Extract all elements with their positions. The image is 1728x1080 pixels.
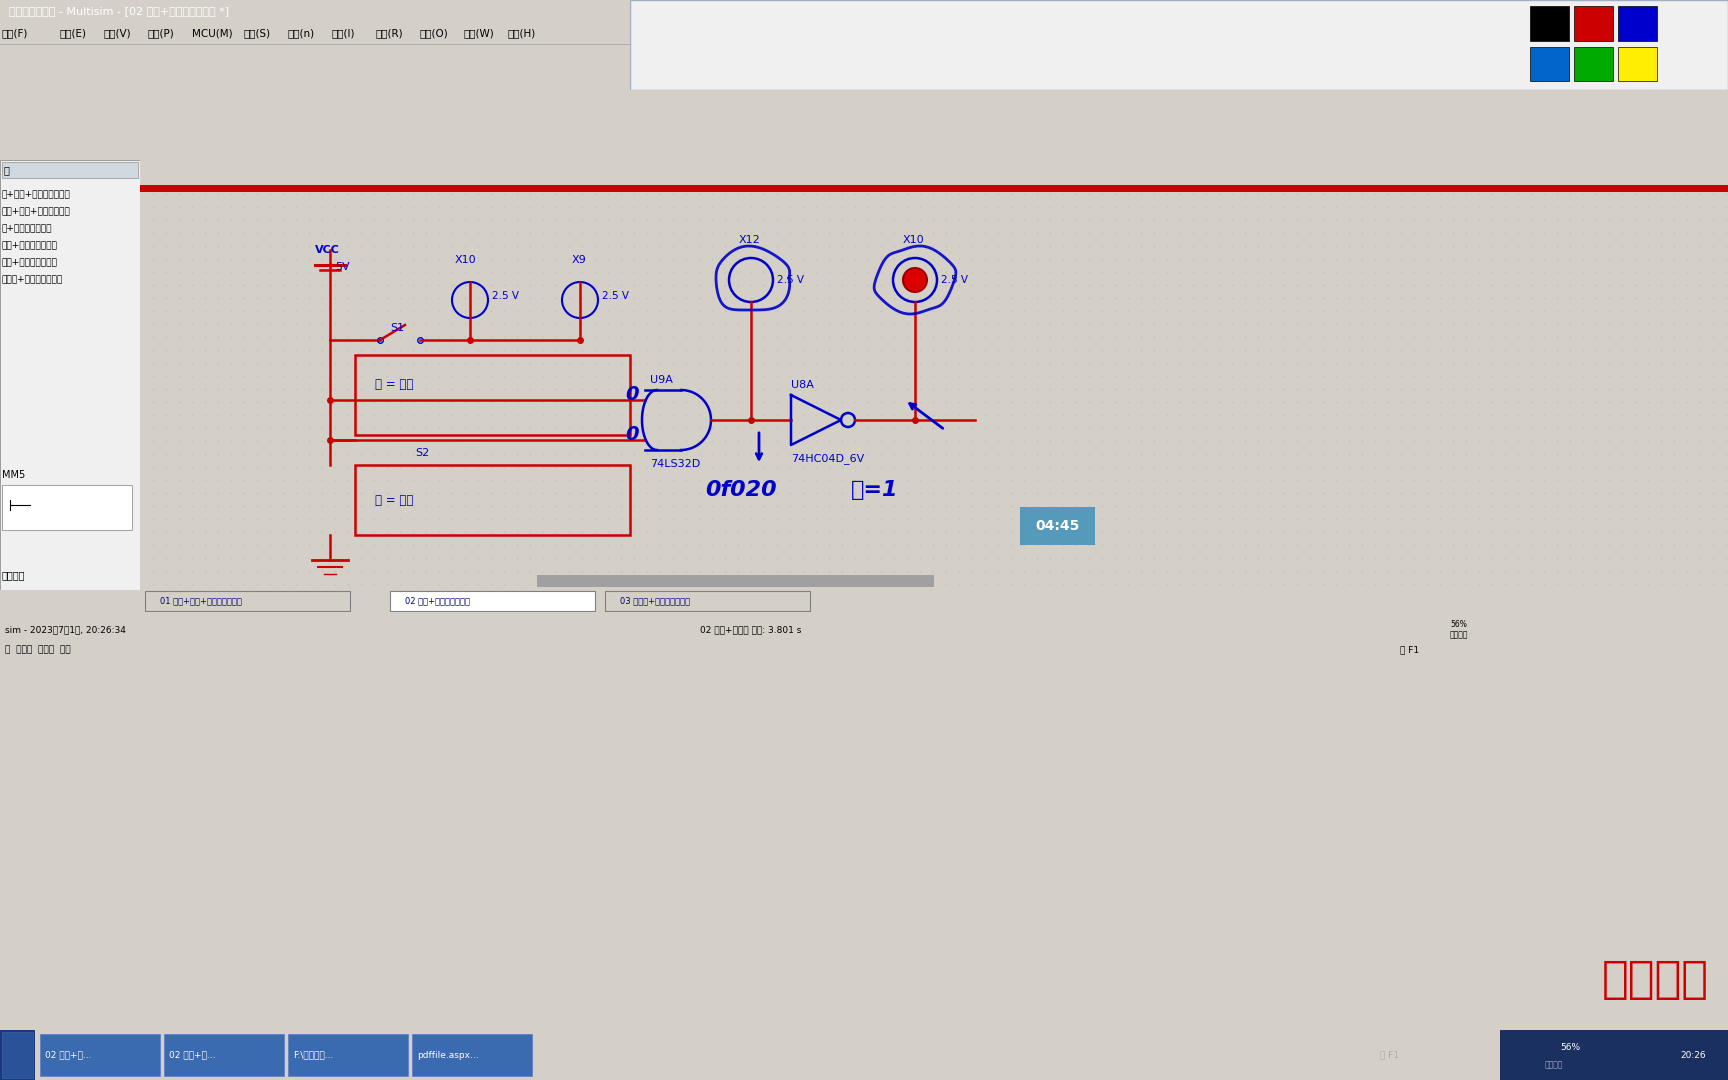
Text: X9: X9 xyxy=(572,255,588,265)
Text: 02 或门+或非门逻辑运算: 02 或门+或非门逻辑运算 xyxy=(404,596,470,606)
Text: X10: X10 xyxy=(454,255,477,265)
Bar xyxy=(2,162,138,178)
Text: 74LS32D: 74LS32D xyxy=(650,459,700,469)
Text: X12: X12 xyxy=(740,235,760,245)
Text: 选项(O): 选项(O) xyxy=(420,28,449,38)
Text: 56%
内存占用: 56% 内存占用 xyxy=(1450,620,1469,639)
Bar xyxy=(40,1034,161,1076)
Text: U9A: U9A xyxy=(650,375,672,384)
Bar xyxy=(354,355,631,435)
Text: MM5: MM5 xyxy=(2,470,26,480)
Text: 0: 0 xyxy=(626,384,639,404)
Text: pdffile.aspx...: pdffile.aspx... xyxy=(416,1051,479,1059)
FancyBboxPatch shape xyxy=(1018,505,1097,546)
Text: 04:45: 04:45 xyxy=(1035,519,1080,534)
Text: 绘制(P): 绘制(P) xyxy=(149,28,175,38)
Text: U8A: U8A xyxy=(791,380,814,390)
Bar xyxy=(537,575,935,588)
Text: 戊门+异或门逻辑运算: 戊门+异或门逻辑运算 xyxy=(2,258,57,268)
Bar xyxy=(1531,6,1569,40)
Text: 或非门逻辑运算 - Multisim - [02 或门+或非门逻辑运算 *]: 或非门逻辑运算 - Multisim - [02 或门+或非门逻辑运算 *] xyxy=(9,6,228,16)
Text: 02 或门+或...: 02 或门+或... xyxy=(169,1051,216,1059)
Text: 与门+非门+与非门逻辑运: 与门+非门+与非门逻辑运 xyxy=(2,207,71,216)
Text: F:\珠创客大...: F:\珠创客大... xyxy=(294,1051,334,1059)
Bar xyxy=(2,485,131,530)
Bar xyxy=(1531,46,1569,81)
Text: 按 F1: 按 F1 xyxy=(1400,646,1419,654)
Text: MCU(M): MCU(M) xyxy=(192,28,233,38)
Text: S2: S2 xyxy=(415,448,429,458)
Bar xyxy=(1574,6,1612,40)
Text: 编辑(E): 编辑(E) xyxy=(60,28,86,38)
Text: S1: S1 xyxy=(391,323,404,333)
Circle shape xyxy=(904,268,926,292)
Bar xyxy=(289,1034,408,1076)
Bar xyxy=(1617,46,1657,81)
Text: 仿真(S): 仿真(S) xyxy=(244,28,271,38)
Text: 视图(V): 视图(V) xyxy=(104,28,131,38)
Text: 门+非门+与非门逻辑运算: 门+非门+与非门逻辑运算 xyxy=(2,190,71,200)
FancyBboxPatch shape xyxy=(391,591,594,611)
Text: 2.5 V: 2.5 V xyxy=(942,275,968,285)
Bar xyxy=(2,1032,33,1078)
Bar xyxy=(1574,46,1612,81)
Text: 文件(F): 文件(F) xyxy=(2,28,28,38)
Text: 20:26: 20:26 xyxy=(1680,1051,1706,1059)
Text: 2.5 V: 2.5 V xyxy=(778,275,804,285)
Text: X10: X10 xyxy=(904,235,924,245)
Bar xyxy=(140,185,1728,192)
Text: 键 = 空格: 键 = 空格 xyxy=(375,494,413,507)
Bar xyxy=(354,465,631,535)
Text: VCC: VCC xyxy=(314,245,340,255)
Text: 或门+或非门逻辑运算: 或门+或非门逻辑运算 xyxy=(2,242,57,251)
Text: 01 与门+非门+与非门逻辑运算: 01 与门+非门+与非门逻辑运算 xyxy=(161,596,242,606)
Text: 56%: 56% xyxy=(1560,1043,1579,1052)
Text: 报告(R): 报告(R) xyxy=(377,28,404,38)
FancyBboxPatch shape xyxy=(605,591,810,611)
Bar xyxy=(164,1034,283,1076)
Text: 珠创客出: 珠创客出 xyxy=(1602,959,1709,1001)
Text: 5V: 5V xyxy=(335,262,349,272)
Text: 按 F1: 按 F1 xyxy=(1381,1051,1400,1059)
Text: 石=1: 石=1 xyxy=(850,480,899,500)
Text: 同或门+异或门逻辑运算: 同或门+异或门逻辑运算 xyxy=(2,275,64,284)
Text: 74HC04D_6V: 74HC04D_6V xyxy=(791,454,864,464)
Text: 0f020: 0f020 xyxy=(705,480,776,500)
Bar xyxy=(1617,6,1657,40)
FancyBboxPatch shape xyxy=(145,591,351,611)
Bar xyxy=(411,1034,532,1076)
Text: 内存占用: 内存占用 xyxy=(1545,1061,1564,1069)
Text: 门+或非门逻辑运算: 门+或非门逻辑运算 xyxy=(2,225,52,233)
Text: 工具(I): 工具(I) xyxy=(332,28,356,38)
Text: 键 = 空格: 键 = 空格 xyxy=(375,378,413,391)
Text: 接  元器件  数铜层  仿真: 接 元器件 数铜层 仿真 xyxy=(5,646,71,654)
Text: 2.5 V: 2.5 V xyxy=(601,291,629,301)
Text: 03 同或门+异或门逻辑运算: 03 同或门+异或门逻辑运算 xyxy=(620,596,689,606)
Text: 🗋: 🗋 xyxy=(3,165,10,175)
Bar xyxy=(1500,1030,1728,1080)
Text: 帮助(H): 帮助(H) xyxy=(508,28,536,38)
Text: 窗口(W): 窗口(W) xyxy=(465,28,494,38)
Text: 0: 0 xyxy=(626,424,639,444)
Text: 项目视图: 项目视图 xyxy=(2,570,26,580)
Text: 转移(n): 转移(n) xyxy=(289,28,314,38)
Text: 2.5 V: 2.5 V xyxy=(492,291,518,301)
Text: 02 或门+或...: 02 或门+或... xyxy=(45,1051,92,1059)
Text: sim - 2023年7月1日, 20:26:34: sim - 2023年7月1日, 20:26:34 xyxy=(5,625,126,634)
Bar xyxy=(0,1030,35,1080)
Text: 02 或门+或非门 传送: 3.801 s: 02 或门+或非门 传送: 3.801 s xyxy=(700,625,802,634)
